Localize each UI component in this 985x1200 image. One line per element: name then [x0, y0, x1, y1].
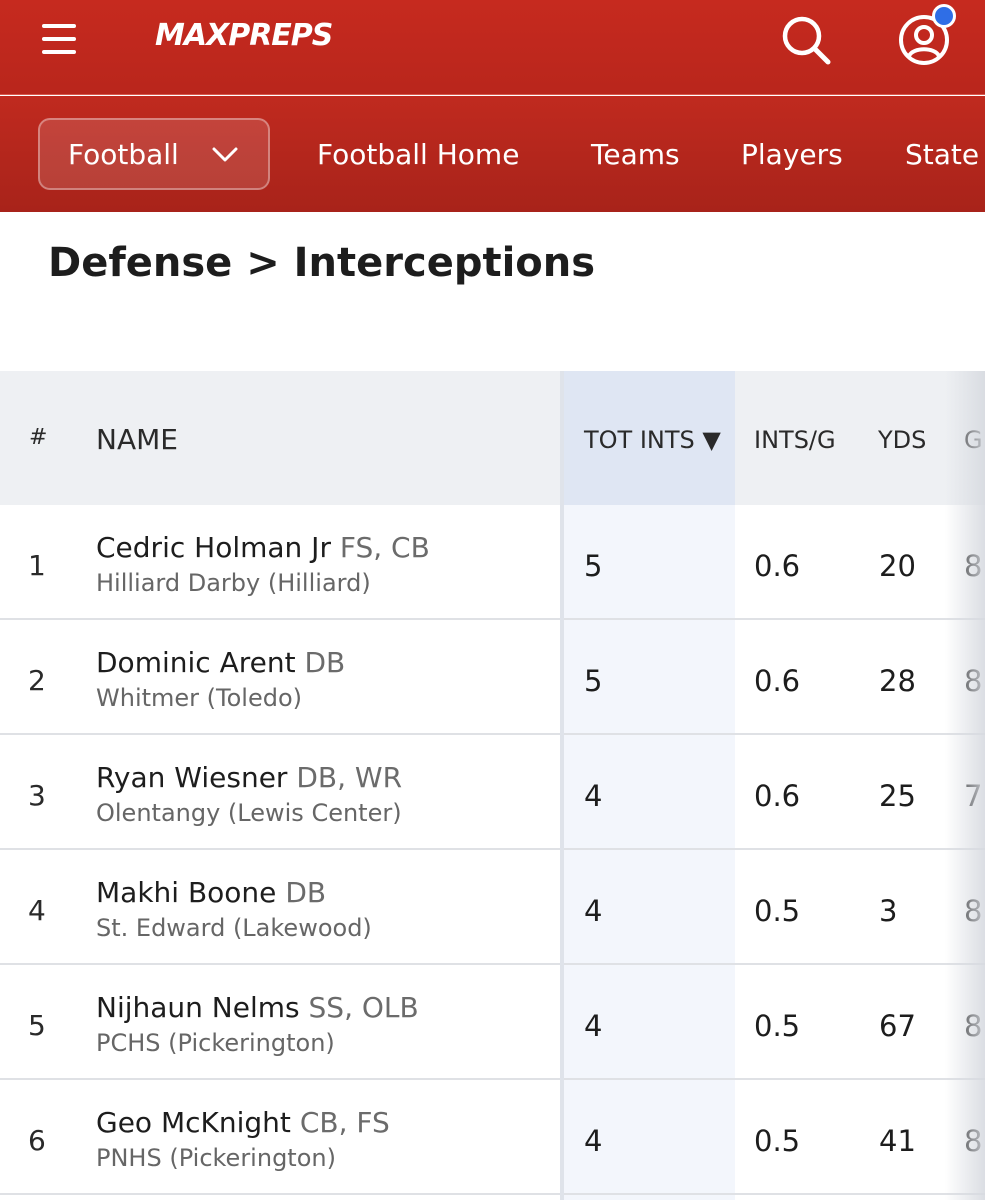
player-school[interactable]: PCHS (Pickerington) [96, 1029, 335, 1057]
player-school[interactable]: Whitmer (Toledo) [96, 684, 303, 712]
nav-link-players[interactable]: Players [741, 138, 843, 171]
table-row[interactable]: 3 Ryan Wiesner DB, WR Olentangy (Lewis C… [0, 735, 985, 850]
player-school[interactable]: PNHS (Pickerington) [96, 1144, 336, 1172]
games-cell: 8 [964, 1009, 983, 1043]
player-name[interactable]: Cedric Holman Jr [96, 531, 331, 564]
player-name-cell: Geo McKnight CB, FS [96, 1106, 390, 1139]
table-row[interactable]: 6 Geo McKnight CB, FS PNHS (Pickerington… [0, 1080, 985, 1195]
nav-link-teams[interactable]: Teams [591, 138, 680, 171]
yds-cell: 25 [879, 779, 916, 813]
sticky-column-divider [560, 371, 564, 1200]
rank-cell: 5 [28, 1009, 46, 1042]
rank-cell: 3 [28, 779, 46, 812]
tot-ints-cell: 4 [584, 1009, 603, 1043]
chevron-down-icon [212, 147, 238, 162]
player-name[interactable]: Geo McKnight [96, 1106, 291, 1139]
yds-cell: 3 [879, 894, 898, 928]
tot-ints-cell: 5 [584, 664, 603, 698]
col-header-yds[interactable]: YDS [878, 426, 927, 454]
ints-per-game-cell: 0.5 [754, 894, 801, 928]
sport-subnav: Football Football Home Teams Players Sta… [0, 96, 985, 212]
yds-cell: 67 [879, 1009, 916, 1043]
player-position: CB, FS [299, 1106, 390, 1139]
notification-dot [932, 4, 956, 28]
search-icon[interactable] [778, 12, 834, 68]
yds-cell: 28 [879, 664, 916, 698]
table-row[interactable]: 1 Cedric Holman Jr FS, CB Hilliard Darby… [0, 505, 985, 620]
table-row[interactable]: 4 Makhi Boone DB St. Edward (Lakewood) 4… [0, 850, 985, 965]
sorted-column-header-bg [563, 371, 735, 505]
player-name-cell: Nijhaun Nelms SS, OLB [96, 991, 419, 1024]
ints-per-game-cell: 0.6 [754, 779, 801, 813]
page-title: Defense > Interceptions [48, 240, 596, 286]
games-cell: 8 [964, 1124, 983, 1158]
player-position: DB, WR [296, 761, 403, 794]
top-header: MAXPREPS [0, 0, 985, 95]
sport-select-dropdown[interactable]: Football [38, 118, 270, 190]
games-cell: 7 [964, 779, 983, 813]
col-header-ints-per-game[interactable]: INTS/G [754, 426, 836, 454]
player-name[interactable]: Nijhaun Nelms [96, 991, 300, 1024]
yds-cell: 20 [879, 549, 916, 583]
table-header: # NAME TOT INTS ▼ INTS/G YDS G [0, 371, 985, 505]
user-profile-icon[interactable] [896, 4, 960, 70]
player-position: DB [304, 646, 346, 679]
games-cell: 8 [964, 894, 983, 928]
tot-ints-cell: 4 [584, 1124, 603, 1158]
yds-cell: 41 [879, 1124, 916, 1158]
rank-cell: 1 [28, 549, 46, 582]
ints-per-game-cell: 0.6 [754, 664, 801, 698]
tot-ints-cell: 5 [584, 549, 603, 583]
ints-per-game-cell: 0.5 [754, 1009, 801, 1043]
player-school[interactable]: St. Edward (Lakewood) [96, 914, 372, 942]
player-name[interactable]: Dominic Arent [96, 646, 296, 679]
hamburger-menu-icon[interactable] [42, 24, 76, 54]
player-position: SS, OLB [308, 991, 419, 1024]
player-name[interactable]: Ryan Wiesner [96, 761, 288, 794]
player-name-cell: Dominic Arent DB [96, 646, 345, 679]
player-school[interactable]: Olentangy (Lewis Center) [96, 799, 402, 827]
maxpreps-logo[interactable]: MAXPREPS [155, 10, 370, 70]
nav-link-football-home[interactable]: Football Home [317, 138, 520, 171]
col-header-tot-ints[interactable]: TOT INTS ▼ [584, 426, 721, 454]
nav-link-state[interactable]: State [905, 138, 980, 171]
player-position: DB [285, 876, 327, 909]
rank-cell: 4 [28, 894, 46, 927]
player-name-cell: Cedric Holman Jr FS, CB [96, 531, 430, 564]
rank-cell: 6 [28, 1124, 46, 1157]
player-name-cell: Makhi Boone DB [96, 876, 326, 909]
logo-text: MAXPREPS [155, 18, 333, 53]
table-row[interactable]: 5 Nijhaun Nelms SS, OLB PCHS (Pickeringt… [0, 965, 985, 1080]
ints-per-game-cell: 0.6 [754, 549, 801, 583]
col-header-name[interactable]: NAME [96, 423, 178, 456]
tot-ints-cell: 4 [584, 779, 603, 813]
player-position: FS, CB [339, 531, 430, 564]
tot-ints-cell: 4 [584, 894, 603, 928]
games-cell: 8 [964, 664, 983, 698]
stats-table: # NAME TOT INTS ▼ INTS/G YDS G 1 Cedric … [0, 371, 985, 1200]
sport-select-label: Football [68, 137, 179, 171]
player-name[interactable]: Makhi Boone [96, 876, 277, 909]
sorted-column-bg [563, 505, 735, 1200]
player-school[interactable]: Hilliard Darby (Hilliard) [96, 569, 371, 597]
player-name-cell: Ryan Wiesner DB, WR [96, 761, 402, 794]
col-header-games[interactable]: G [964, 426, 983, 454]
rank-cell: 2 [28, 664, 46, 697]
ints-per-game-cell: 0.5 [754, 1124, 801, 1158]
games-cell: 8 [964, 549, 983, 583]
col-header-rank: # [29, 425, 48, 450]
table-row[interactable]: 2 Dominic Arent DB Whitmer (Toledo) 5 0.… [0, 620, 985, 735]
